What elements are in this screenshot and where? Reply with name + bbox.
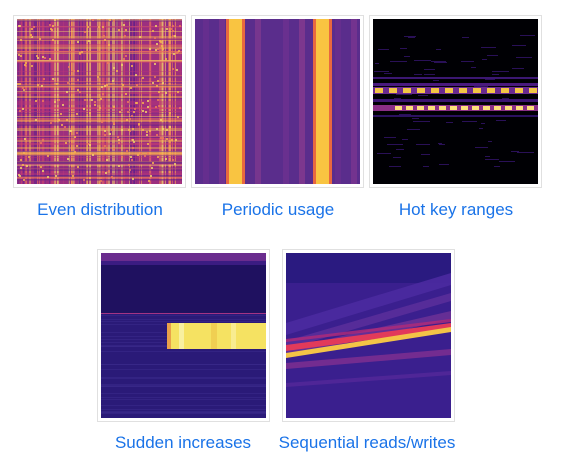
hot-key-ranges-thumbnail[interactable] bbox=[369, 15, 542, 188]
sequential-reads-writes-heatmap bbox=[286, 253, 451, 418]
caption-sequential-reads-writes[interactable]: Sequential reads/writes bbox=[278, 433, 456, 452]
even-distribution-heatmap bbox=[17, 19, 182, 184]
sudden-increases-heatmap bbox=[101, 253, 266, 418]
caption-hot-key-ranges[interactable]: Hot key ranges bbox=[398, 200, 514, 219]
sequential-reads-writes-thumbnail[interactable] bbox=[282, 249, 455, 422]
sudden-increases-thumbnail[interactable] bbox=[97, 249, 270, 422]
even-distribution-thumbnail[interactable] bbox=[13, 15, 186, 188]
periodic-usage-heatmap bbox=[195, 19, 360, 184]
caption-periodic-usage[interactable]: Periodic usage bbox=[221, 200, 335, 219]
periodic-usage-thumbnail[interactable] bbox=[191, 15, 364, 188]
hot-key-ranges-heatmap bbox=[373, 19, 538, 184]
caption-even-distribution[interactable]: Even distribution bbox=[37, 200, 163, 219]
caption-sudden-increases[interactable]: Sudden increases bbox=[114, 433, 252, 452]
